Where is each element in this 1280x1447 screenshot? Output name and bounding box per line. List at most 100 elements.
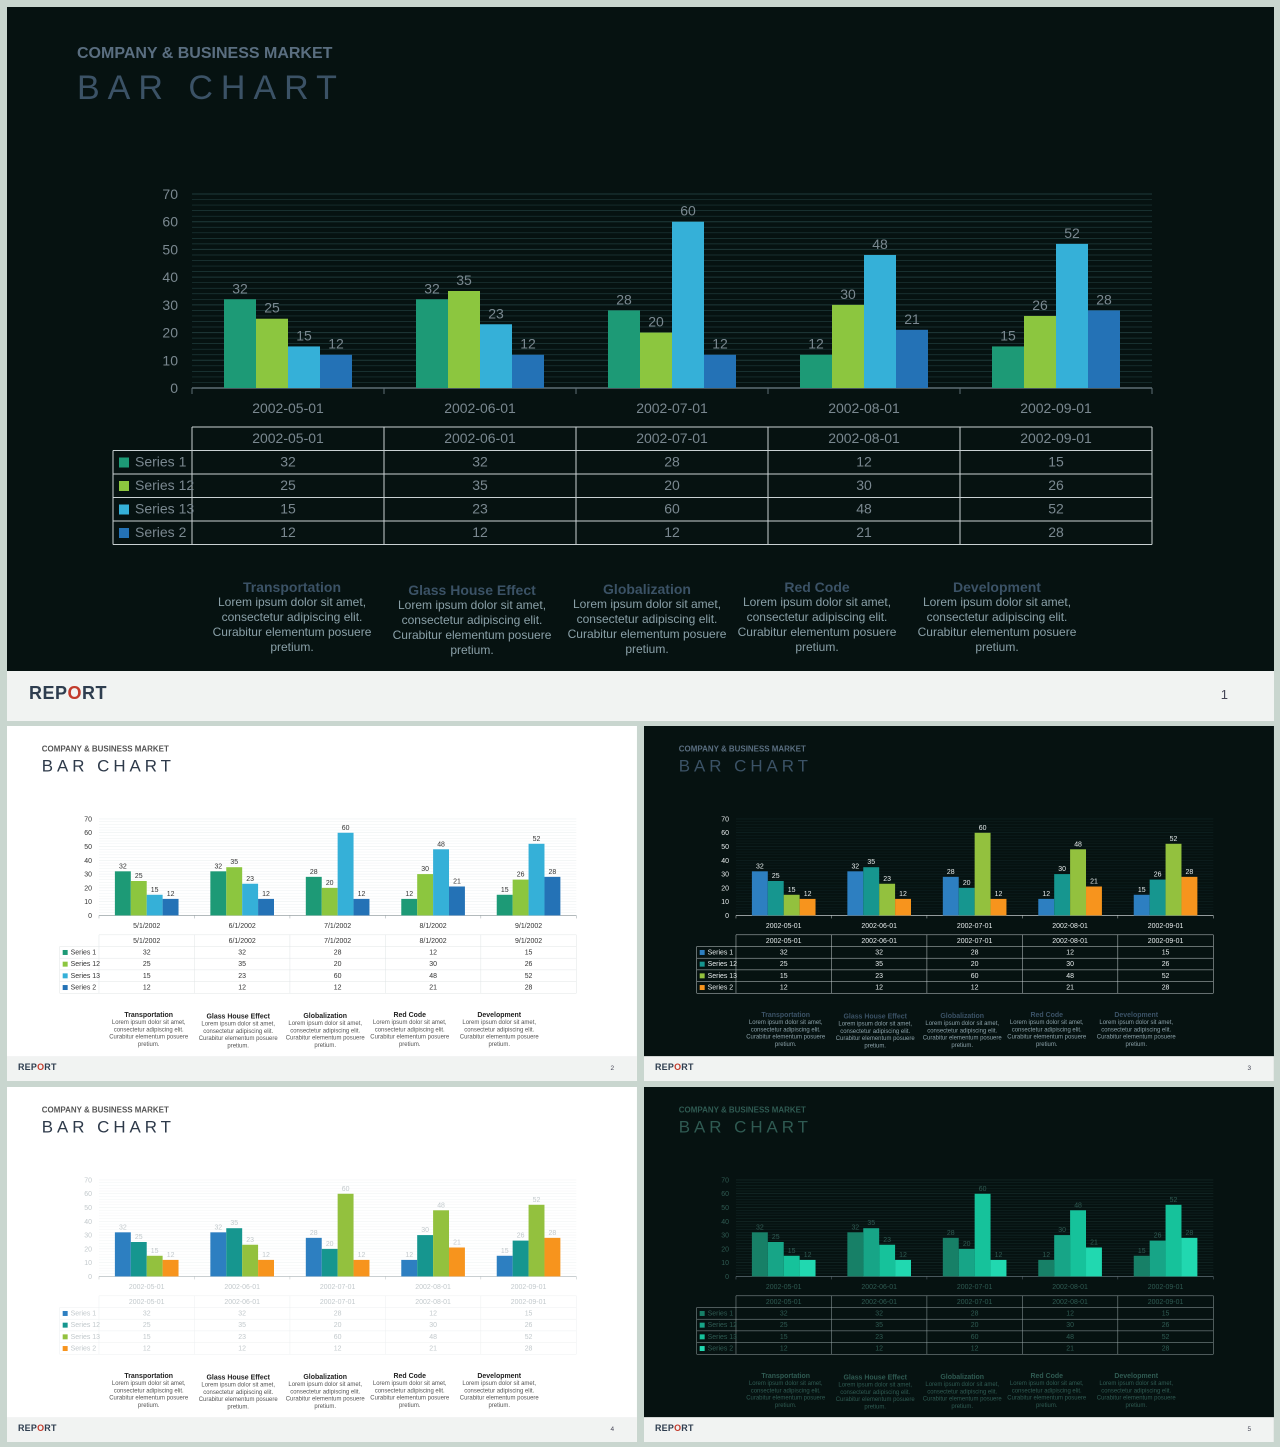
bar — [162, 1259, 179, 1277]
table-cell: 48 — [1066, 973, 1074, 980]
topic-title: Transportation — [124, 1371, 174, 1380]
legend-swatch — [62, 1310, 68, 1316]
brand-logo: REPORT — [655, 1062, 694, 1072]
table-header-cell: 2002-05-01 — [766, 1299, 802, 1306]
data-label: 30 — [840, 286, 856, 302]
topic-body: Lorem ipsum dolor sit amet, consectetur … — [1007, 1018, 1087, 1048]
topic-title: Development — [1114, 1010, 1159, 1019]
y-tick-label: 50 — [721, 844, 729, 851]
bar — [1054, 1235, 1071, 1277]
y-tick-label: 50 — [84, 1205, 92, 1212]
bar — [242, 1244, 259, 1277]
topic-title: Red Code — [393, 1010, 426, 1019]
legend-label: Series 13 — [71, 1334, 101, 1341]
slide-3[interactable]: COMPANY & BUSINESS MARKET BAR CHART 0 10 20 3… — [644, 726, 1274, 1081]
legend-swatch — [699, 949, 705, 955]
bar — [210, 1232, 227, 1277]
legend-label: Series 13 — [708, 1334, 738, 1341]
data-label: 21 — [1090, 1240, 1098, 1247]
table-cell: 20 — [334, 961, 342, 968]
legend-label: Series 13 — [708, 973, 738, 980]
slide-1[interactable]: COMPANY & BUSINESS MARKET BAR CHART 0 10 20 3… — [7, 7, 1274, 721]
table-cell: 32 — [780, 949, 788, 956]
table-cell: 23 — [472, 501, 488, 517]
data-label: 32 — [214, 863, 222, 870]
data-label: 21 — [453, 1240, 461, 1247]
table-cell: 15 — [143, 973, 151, 980]
table-cell: 52 — [1048, 501, 1064, 517]
data-label: 25 — [135, 1234, 143, 1241]
brand-text: RT — [681, 1423, 694, 1434]
topic-column: Glass House Effect Lorem ipsum dolor sit … — [198, 1012, 278, 1050]
bar — [258, 1259, 274, 1277]
bar — [958, 887, 975, 916]
legend-swatch — [699, 1346, 705, 1352]
legend-swatch — [119, 528, 129, 538]
table-cell: 12 — [971, 985, 979, 992]
x-tick-label: 8/1/2002 — [420, 923, 447, 930]
x-tick-label: 2002-08-01 — [415, 1284, 451, 1291]
data-label: 52 — [533, 1197, 541, 1204]
data-label: 28 — [549, 869, 557, 876]
data-label: 28 — [1186, 1230, 1194, 1237]
bar — [799, 898, 816, 916]
data-label: 12 — [995, 891, 1003, 898]
bar-chart: 0 10 20 30 40 50 60 70 32 25 15 12 5/1/2002 32 35 23 12 6… — [59, 816, 577, 994]
topic-title: Transportation — [242, 579, 341, 595]
table-cell: 12 — [143, 985, 151, 992]
bar-chart: 0 10 20 30 40 50 60 70 32 25 15 12 2002-05-01 32 35 23 1… — [696, 1177, 1214, 1355]
legend-label: Series 12 — [71, 1322, 101, 1329]
data-label: 60 — [979, 825, 987, 832]
table-cell: 20 — [971, 961, 979, 968]
slide-4[interactable]: COMPANY & BUSINESS MARKET BAR CHART 0 10 20 3… — [7, 1087, 637, 1442]
slide-5[interactable]: COMPANY & BUSINESS MARKET BAR CHART 0 10 20 3… — [644, 1087, 1274, 1442]
topic-column: Development Lorem ipsum dolor sit amet, c… — [1096, 1010, 1176, 1048]
bar — [114, 871, 131, 916]
table-cell: 20 — [971, 1322, 979, 1329]
table-cell: 28 — [525, 1346, 533, 1353]
data-label: 35 — [456, 272, 472, 288]
table-cell: 28 — [1162, 1346, 1170, 1353]
data-label: 12 — [520, 336, 536, 352]
legend-swatch — [699, 1310, 705, 1316]
page-number: 5 — [1247, 1425, 1252, 1433]
bar — [1181, 1237, 1198, 1277]
legend-label: Series 13 — [71, 973, 101, 980]
bar — [832, 304, 864, 388]
topic-body: Lorem ipsum dolor sit amet, consectetur … — [459, 1379, 539, 1409]
table-cell: 23 — [238, 973, 246, 980]
data-label: 20 — [963, 880, 971, 887]
bar — [417, 874, 434, 916]
x-tick-label: 2002-06-01 — [224, 1284, 260, 1291]
y-tick-label: 30 — [84, 872, 92, 879]
topic-title: Red Code — [1030, 1371, 1063, 1380]
x-tick-label: 2002-07-01 — [320, 1284, 356, 1291]
data-label: 35 — [230, 1220, 238, 1227]
y-tick-label: 20 — [721, 1246, 729, 1253]
table-cell: 30 — [1066, 961, 1074, 968]
bar-chart: 0 10 20 30 40 50 60 70 32 25 15 12 2002-05-01 32 35 23 1… — [112, 186, 1153, 545]
table-cell: 15 — [525, 1310, 533, 1317]
data-label: 23 — [488, 305, 504, 321]
data-label: 23 — [246, 876, 254, 883]
bar — [1038, 898, 1055, 916]
bar-chart: 0 10 20 30 40 50 60 70 32 25 15 12 2002-05-01 32 35 23 1… — [59, 1177, 577, 1355]
bar — [990, 1259, 1007, 1277]
y-tick-label: 10 — [721, 899, 729, 906]
table-cell: 32 — [472, 454, 488, 470]
data-label: 30 — [1058, 1227, 1066, 1234]
data-label: 12 — [262, 1252, 270, 1259]
data-label: 12 — [405, 1252, 413, 1259]
bar — [449, 1247, 465, 1277]
data-label: 21 — [904, 311, 920, 327]
topic-body: Lorem ipsum dolor sit amet, consectetur … — [1096, 1379, 1176, 1409]
topic-body: Lorem ipsum dolor sit amet, consectetur … — [212, 595, 372, 654]
legend-swatch — [62, 1346, 68, 1352]
y-tick-label: 70 — [84, 816, 92, 823]
page-number: 3 — [1247, 1064, 1252, 1072]
topic-column: Transportation Lorem ipsum dolor sit amet… — [746, 1371, 826, 1409]
table-cell: 12 — [780, 1346, 788, 1353]
slide-title: BAR CHART — [41, 756, 175, 776]
table-cell: 12 — [143, 1346, 151, 1353]
slide-2[interactable]: COMPANY & BUSINESS MARKET BAR CHART 0 10 20 3… — [7, 726, 637, 1081]
